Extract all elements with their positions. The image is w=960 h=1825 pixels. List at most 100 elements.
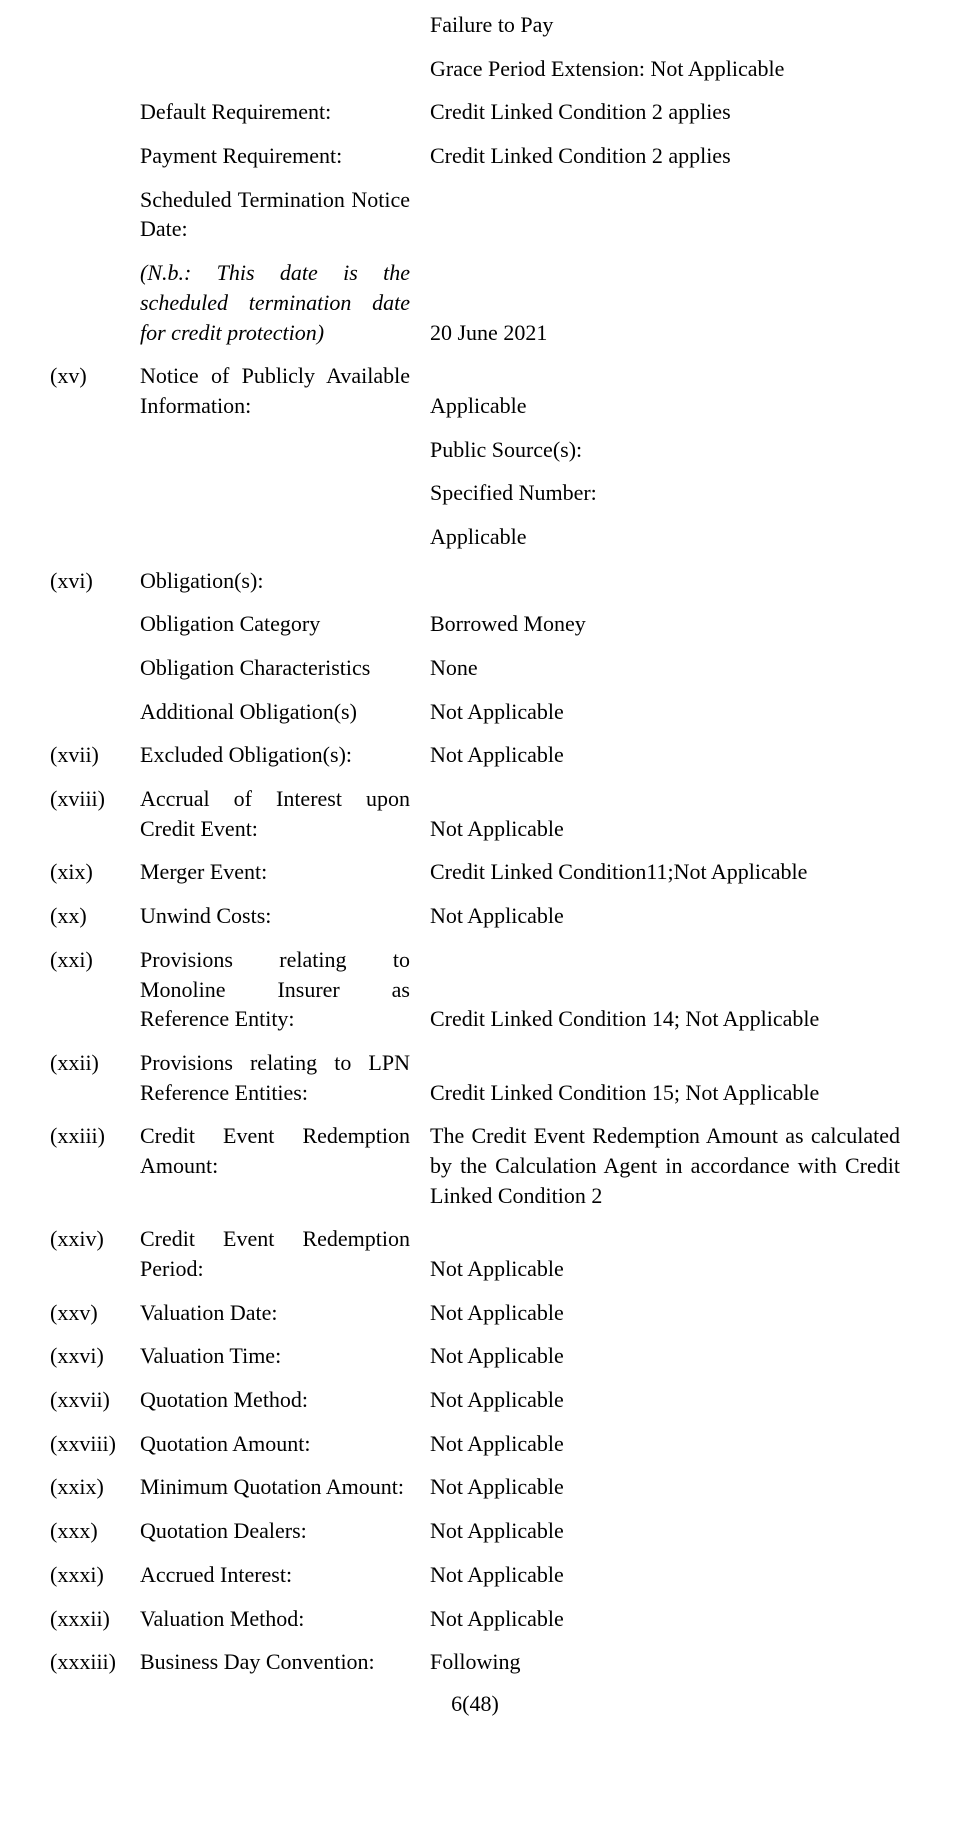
num-xxxi: (xxxi) xyxy=(50,1560,140,1590)
label-accrued-interest: Accrued Interest: xyxy=(140,1560,430,1590)
num-xix: (xix) xyxy=(50,857,140,887)
value-xv: Applicable xyxy=(430,391,900,421)
value-accrual-interest: Not Applicable xyxy=(430,814,900,844)
num-xxxii: (xxxii) xyxy=(50,1604,140,1634)
row-xxviii: (xxviii) Quotation Amount: Not Applicabl… xyxy=(50,1429,900,1459)
value-nb-date: 20 June 2021 xyxy=(430,318,900,348)
value-payment-requirement: Credit Linked Condition 2 applies xyxy=(430,141,900,171)
num-xxii: (xxii) xyxy=(50,1048,140,1078)
row-xvii: (xvii) Excluded Obligation(s): Not Appli… xyxy=(50,740,900,770)
num-xv: (xv) xyxy=(50,361,140,391)
label-min-quotation-amount: Minimum Quotation Amount: xyxy=(140,1472,430,1502)
value-lpn-entities: Credit Linked Condition 15; Not Applicab… xyxy=(430,1078,900,1108)
label-excluded-obligations: Excluded Obligation(s): xyxy=(140,740,430,770)
value-business-day-convention: Following xyxy=(430,1647,900,1677)
label-scheduled-termination: Scheduled Termination Notice Date: xyxy=(140,185,430,244)
value-valuation-date: Not Applicable xyxy=(430,1298,900,1328)
row-nb-date: (N.b.: This date is the scheduled termin… xyxy=(50,258,900,347)
num-xxxiii: (xxxiii) xyxy=(50,1647,140,1677)
num-xxvii: (xxvii) xyxy=(50,1385,140,1415)
row-xv-specified-number: Specified Number: xyxy=(50,478,900,508)
value-valuation-time: Not Applicable xyxy=(430,1341,900,1371)
value-applicable: Applicable xyxy=(430,522,900,552)
label-credit-event-redemption-period: Credit Event Redemption Period: xyxy=(140,1224,430,1283)
row-xxx: (xxx) Quotation Dealers: Not Applicable xyxy=(50,1516,900,1546)
value-public-sources: Public Source(s): xyxy=(430,435,900,465)
value-failure-to-pay: Failure to Pay xyxy=(430,10,900,40)
num-xxiv: (xxiv) xyxy=(50,1224,140,1254)
label-obligation-characteristics: Obligation Characteristics xyxy=(140,653,430,683)
row-xxvi: (xxvi) Valuation Time: Not Applicable xyxy=(50,1341,900,1371)
label-quotation-method: Quotation Method: xyxy=(140,1385,430,1415)
label-unwind-costs: Unwind Costs: xyxy=(140,901,430,931)
value-additional-obligations: Not Applicable xyxy=(430,697,900,727)
row-xxxiii: (xxxiii) Business Day Convention: Follow… xyxy=(50,1647,900,1677)
row-xxix: (xxix) Minimum Quotation Amount: Not App… xyxy=(50,1472,900,1502)
label-business-day-convention: Business Day Convention: xyxy=(140,1647,430,1677)
row-xix: (xix) Merger Event: Credit Linked Condit… xyxy=(50,857,900,887)
num-xxix: (xxix) xyxy=(50,1472,140,1502)
label-xv: Notice of Publicly Available Information… xyxy=(140,361,430,420)
label-quotation-dealers: Quotation Dealers: xyxy=(140,1516,430,1546)
num-xxiii: (xxiii) xyxy=(50,1121,140,1151)
row-xxv: (xxv) Valuation Date: Not Applicable xyxy=(50,1298,900,1328)
row-xv-public-sources: Public Source(s): xyxy=(50,435,900,465)
value-merger-event: Credit Linked Condition11;Not Applicable xyxy=(430,857,900,887)
label-credit-event-redemption-amount: Credit Event Redemption Amount: xyxy=(140,1121,430,1180)
label-obligation-category: Obligation Category xyxy=(140,609,430,639)
label-obligations: Obligation(s): xyxy=(140,566,430,596)
label-quotation-amount: Quotation Amount: xyxy=(140,1429,430,1459)
row-xxii: (xxii) Provisions relating to LPN Refere… xyxy=(50,1048,900,1107)
row-xviii: (xviii) Accrual of Interest upon Credit … xyxy=(50,784,900,843)
label-valuation-method: Valuation Method: xyxy=(140,1604,430,1634)
label-merger-event: Merger Event: xyxy=(140,857,430,887)
label-additional-obligations: Additional Obligation(s) xyxy=(140,697,430,727)
row-xxvii: (xxvii) Quotation Method: Not Applicable xyxy=(50,1385,900,1415)
label-nb-date: (N.b.: This date is the scheduled termin… xyxy=(140,258,430,347)
label-valuation-date: Valuation Date: xyxy=(140,1298,430,1328)
num-xxviii: (xxviii) xyxy=(50,1429,140,1459)
value-quotation-method: Not Applicable xyxy=(430,1385,900,1415)
row-obligation-characteristics: Obligation Characteristics None xyxy=(50,653,900,683)
row-xv-applicable: Applicable xyxy=(50,522,900,552)
row-failure-to-pay: Failure to Pay xyxy=(50,10,900,40)
num-xvi: (xvi) xyxy=(50,566,140,596)
row-xxxi: (xxxi) Accrued Interest: Not Applicable xyxy=(50,1560,900,1590)
value-accrued-interest: Not Applicable xyxy=(430,1560,900,1590)
row-payment-requirement: Payment Requirement: Credit Linked Condi… xyxy=(50,141,900,171)
num-xxv: (xxv) xyxy=(50,1298,140,1328)
value-unwind-costs: Not Applicable xyxy=(430,901,900,931)
value-valuation-method: Not Applicable xyxy=(430,1604,900,1634)
label-lpn-entities: Provisions relating to LPN Reference Ent… xyxy=(140,1048,430,1107)
value-obligation-category: Borrowed Money xyxy=(430,609,900,639)
value-excluded-obligations: Not Applicable xyxy=(430,740,900,770)
num-xxi: (xxi) xyxy=(50,945,140,975)
num-xvii: (xvii) xyxy=(50,740,140,770)
value-quotation-dealers: Not Applicable xyxy=(430,1516,900,1546)
label-accrual-interest: Accrual of Interest upon Credit Event: xyxy=(140,784,430,843)
row-obligation-category: Obligation Category Borrowed Money xyxy=(50,609,900,639)
row-xv: (xv) Notice of Publicly Available Inform… xyxy=(50,361,900,420)
row-additional-obligations: Additional Obligation(s) Not Applicable xyxy=(50,697,900,727)
page-number: 6(48) xyxy=(50,1691,900,1717)
value-default-requirement: Credit Linked Condition 2 applies xyxy=(430,97,900,127)
value-quotation-amount: Not Applicable xyxy=(430,1429,900,1459)
document-page: Failure to Pay Grace Period Extension: N… xyxy=(0,0,960,1737)
row-xvi: (xvi) Obligation(s): xyxy=(50,566,900,596)
num-xx: (xx) xyxy=(50,901,140,931)
label-valuation-time: Valuation Time: xyxy=(140,1341,430,1371)
num-xviii: (xviii) xyxy=(50,784,140,814)
value-credit-event-redemption-period: Not Applicable xyxy=(430,1254,900,1284)
value-specified-number: Specified Number: xyxy=(430,478,900,508)
label-payment-requirement: Payment Requirement: xyxy=(140,141,430,171)
num-xxvi: (xxvi) xyxy=(50,1341,140,1371)
value-monoline-insurer: Credit Linked Condition 14; Not Applicab… xyxy=(430,1004,900,1034)
row-xxiii: (xxiii) Credit Event Redemption Amount: … xyxy=(50,1121,900,1210)
row-xxi: (xxi) Provisions relating to Monoline In… xyxy=(50,945,900,1034)
value-grace-period: Grace Period Extension: Not Applicable xyxy=(430,54,900,84)
row-scheduled-termination: Scheduled Termination Notice Date: xyxy=(50,185,900,244)
row-default-requirement: Default Requirement: Credit Linked Condi… xyxy=(50,97,900,127)
num-xxx: (xxx) xyxy=(50,1516,140,1546)
value-min-quotation-amount: Not Applicable xyxy=(430,1472,900,1502)
row-grace-period: Grace Period Extension: Not Applicable xyxy=(50,54,900,84)
